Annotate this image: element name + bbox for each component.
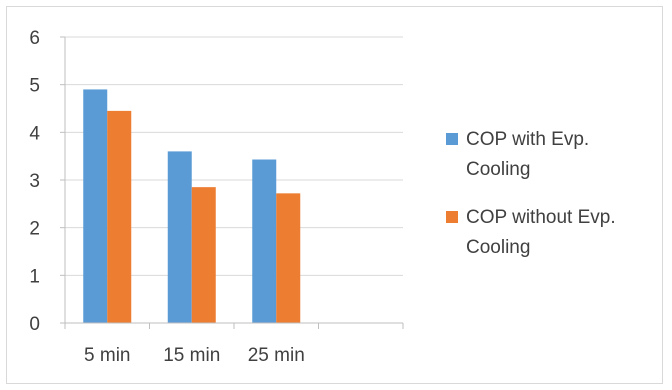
bar-series0-cat1 xyxy=(167,151,192,323)
y-tick-label-1: 1 xyxy=(29,266,40,287)
y-tick-labels: 0 1 2 3 4 5 6 xyxy=(29,28,40,335)
y-tick-label-4: 4 xyxy=(29,123,40,144)
bar-series0-cat2 xyxy=(252,159,277,323)
x-tick-label-1: 15 min xyxy=(163,345,220,366)
bar-series1-cat0 xyxy=(107,110,132,323)
y-tick-label-0: 0 xyxy=(29,314,40,335)
bars xyxy=(83,89,301,323)
x-tick-label-0: 5 min xyxy=(84,345,130,366)
x-tick-labels: 5 min 15 min 25 min xyxy=(84,345,305,366)
y-tick-label-5: 5 xyxy=(29,76,40,97)
y-tick-label-2: 2 xyxy=(29,219,40,240)
legend-label-0: COP with Evp. Cooling xyxy=(466,129,589,180)
y-tick-label-6: 6 xyxy=(29,28,40,49)
legend-label-1: COP without Evp. Cooling xyxy=(466,207,616,258)
axes xyxy=(60,36,404,329)
x-tick-label-2: 25 min xyxy=(248,345,305,366)
bar-series1-cat1 xyxy=(191,187,216,323)
legend-swatch-1 xyxy=(446,211,458,223)
legend: COP with Evp. Cooling COP without Evp. Cool… xyxy=(446,129,616,258)
y-tick-label-3: 3 xyxy=(29,171,40,192)
legend-swatch-0 xyxy=(446,133,458,145)
bar-series0-cat0 xyxy=(83,89,108,323)
bar-series1-cat2 xyxy=(276,193,301,323)
